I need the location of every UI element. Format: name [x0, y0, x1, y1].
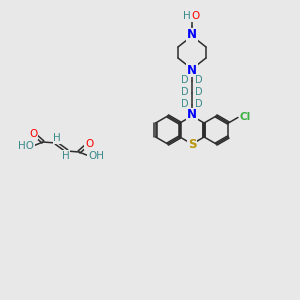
Text: D: D: [181, 75, 189, 85]
Text: N: N: [187, 64, 197, 76]
Text: OH: OH: [88, 151, 104, 161]
Text: D: D: [195, 87, 203, 97]
Text: N: N: [187, 109, 197, 122]
Text: H: H: [62, 151, 70, 161]
Text: O: O: [29, 129, 37, 139]
Text: Cl: Cl: [239, 112, 250, 122]
Text: H: H: [183, 11, 191, 21]
Text: HO: HO: [18, 141, 34, 151]
Text: H: H: [53, 133, 61, 143]
Text: D: D: [195, 75, 203, 85]
Text: O: O: [85, 139, 93, 149]
Text: D: D: [181, 87, 189, 97]
Text: N: N: [187, 28, 197, 41]
Text: D: D: [181, 99, 189, 109]
Text: D: D: [195, 99, 203, 109]
Text: O: O: [191, 11, 199, 21]
Text: S: S: [188, 137, 196, 151]
